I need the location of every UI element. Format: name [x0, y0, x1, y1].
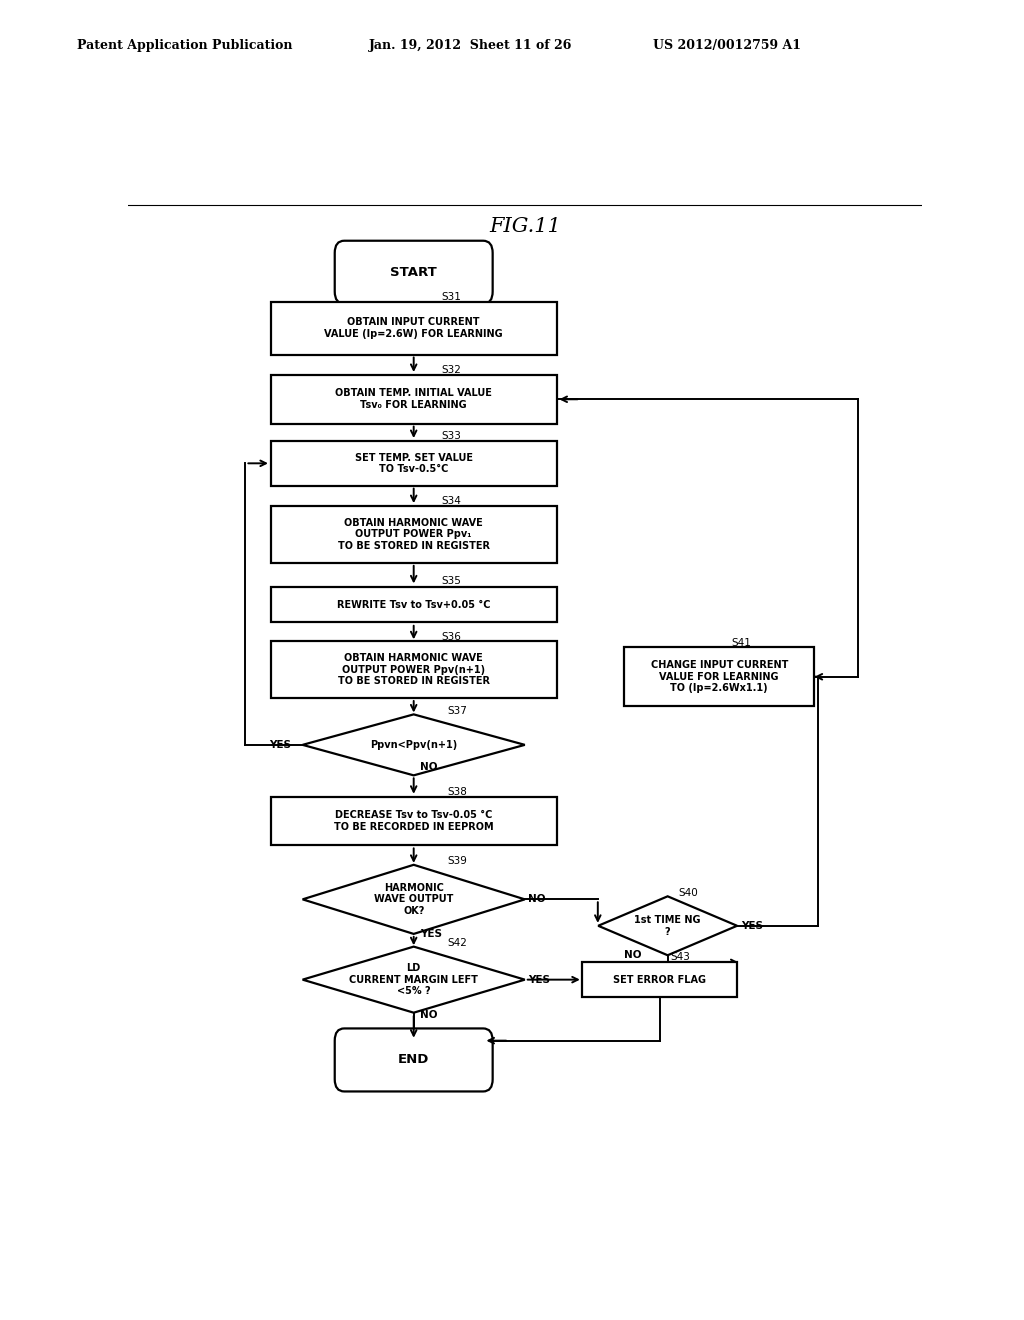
Text: NO: NO: [624, 950, 641, 960]
Polygon shape: [303, 714, 524, 775]
Text: S40: S40: [678, 888, 697, 899]
Text: END: END: [398, 1053, 429, 1067]
Bar: [270, 642, 557, 698]
Text: S33: S33: [441, 430, 462, 441]
Text: YES: YES: [528, 974, 550, 985]
Text: OBTAIN HARMONIC WAVE
OUTPUT POWER Ppv(n+1)
TO BE STORED IN REGISTER: OBTAIN HARMONIC WAVE OUTPUT POWER Ppv(n+…: [338, 653, 489, 686]
Text: LD
CURRENT MARGIN LEFT
<5% ?: LD CURRENT MARGIN LEFT <5% ?: [349, 964, 478, 997]
Bar: [270, 375, 557, 424]
Text: US 2012/0012759 A1: US 2012/0012759 A1: [653, 38, 802, 51]
Text: S34: S34: [441, 496, 462, 506]
FancyBboxPatch shape: [335, 1028, 493, 1092]
Bar: [270, 797, 557, 846]
Text: DECREASE Tsv to Tsv-0.05 °C
TO BE RECORDED IN EEPROM: DECREASE Tsv to Tsv-0.05 °C TO BE RECORD…: [334, 810, 494, 832]
Text: YES: YES: [740, 921, 763, 931]
Text: S36: S36: [441, 632, 462, 643]
Polygon shape: [598, 896, 737, 956]
Text: 1st TIME NG
?: 1st TIME NG ?: [635, 915, 700, 937]
Text: Ppvn<Ppv(n+1): Ppvn<Ppv(n+1): [370, 741, 458, 750]
Text: S43: S43: [670, 952, 690, 962]
Text: FIG.11: FIG.11: [488, 216, 561, 236]
Text: SET ERROR FLAG: SET ERROR FLAG: [613, 974, 707, 985]
Text: S32: S32: [441, 364, 462, 375]
Text: S31: S31: [441, 292, 462, 302]
Text: YES: YES: [268, 741, 291, 750]
Text: HARMONIC
WAVE OUTPUT
OK?: HARMONIC WAVE OUTPUT OK?: [374, 883, 454, 916]
Text: YES: YES: [420, 929, 442, 939]
Bar: [624, 647, 814, 706]
Text: S41: S41: [731, 639, 751, 648]
Text: NO: NO: [420, 1010, 437, 1020]
Bar: [270, 302, 557, 355]
Text: S42: S42: [447, 939, 467, 948]
Text: OBTAIN HARMONIC WAVE
OUTPUT POWER Ppv₁
TO BE STORED IN REGISTER: OBTAIN HARMONIC WAVE OUTPUT POWER Ppv₁ T…: [338, 517, 489, 550]
Bar: [270, 506, 557, 562]
Text: OBTAIN INPUT CURRENT
VALUE (Ip=2.6W) FOR LEARNING: OBTAIN INPUT CURRENT VALUE (Ip=2.6W) FOR…: [325, 317, 503, 339]
Bar: [270, 441, 557, 486]
Text: S39: S39: [447, 855, 467, 866]
Polygon shape: [303, 865, 524, 935]
Text: SET TEMP. SET VALUE
TO Tsv-0.5°C: SET TEMP. SET VALUE TO Tsv-0.5°C: [354, 453, 473, 474]
Bar: [270, 587, 557, 623]
Text: Jan. 19, 2012  Sheet 11 of 26: Jan. 19, 2012 Sheet 11 of 26: [369, 38, 572, 51]
Polygon shape: [303, 946, 524, 1012]
Text: OBTAIN TEMP. INITIAL VALUE
Tsv₀ FOR LEARNING: OBTAIN TEMP. INITIAL VALUE Tsv₀ FOR LEAR…: [335, 388, 493, 411]
Text: REWRITE Tsv to Tsv+0.05 °C: REWRITE Tsv to Tsv+0.05 °C: [337, 599, 490, 610]
Text: CHANGE INPUT CURRENT
VALUE FOR LEARNING
TO (Ip=2.6Wx1.1): CHANGE INPUT CURRENT VALUE FOR LEARNING …: [650, 660, 787, 693]
Text: S35: S35: [441, 577, 462, 586]
Text: S37: S37: [447, 706, 467, 717]
Bar: [583, 962, 737, 997]
Text: NO: NO: [528, 895, 546, 904]
Text: Patent Application Publication: Patent Application Publication: [77, 38, 292, 51]
Text: START: START: [390, 265, 437, 279]
Text: NO: NO: [420, 762, 437, 772]
FancyBboxPatch shape: [335, 240, 493, 304]
Text: S38: S38: [447, 787, 467, 797]
